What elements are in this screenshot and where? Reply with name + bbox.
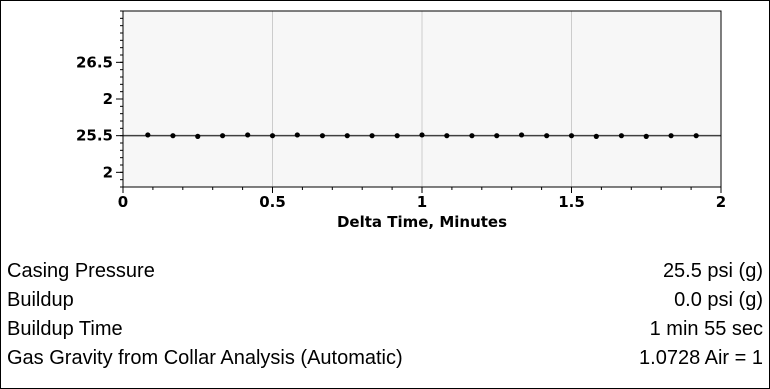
- y-tick-label-0: 26.5: [76, 53, 113, 71]
- info-row-buildup-time: Buildup Time 1 min 55 sec: [7, 315, 763, 344]
- data-point-7: [319, 133, 326, 139]
- data-point-4: [245, 132, 251, 138]
- data-point-3: [219, 133, 226, 139]
- grid-lines: [272, 11, 572, 187]
- measurement-summary: Casing Pressure 25.5 psi (g) Buildup 0.0…: [7, 257, 763, 373]
- data-point-8: [344, 133, 350, 139]
- data-point-20: [643, 133, 649, 139]
- x-tick-label-0: 0: [118, 193, 128, 211]
- x-tick-label-4: 2: [716, 193, 726, 211]
- data-point-2: [195, 133, 201, 139]
- y-tick-label-2: 25.5: [76, 127, 113, 145]
- pressure-buildup-chart: 0 0.5 1 1.5 2 26.5 2 25.5 2 Delta Time, Minutes: [76, 10, 726, 231]
- info-row-buildup: Buildup 0.0 psi (g): [7, 286, 763, 315]
- x-tick-label-2: 1: [417, 193, 427, 211]
- data-point-14: [494, 133, 500, 139]
- gas-gravity-value: 1.0728 Air = 1: [639, 347, 763, 369]
- data-point-10: [394, 133, 400, 139]
- buildup-value: 0.0 psi (g): [674, 289, 763, 311]
- y-tick-label-1: 2: [103, 90, 113, 108]
- data-point-17: [568, 133, 575, 139]
- y-tick-label-3: 2: [103, 163, 113, 181]
- data-points: [145, 132, 699, 139]
- info-row-casing-pressure: Casing Pressure 25.5 psi (g): [7, 257, 763, 286]
- data-point-1: [170, 133, 176, 139]
- buildup-time-value: 1 min 55 sec: [649, 318, 763, 340]
- data-point-6: [294, 132, 300, 138]
- data-point-16: [544, 133, 550, 139]
- data-point-21: [668, 133, 674, 139]
- data-point-12: [444, 133, 450, 139]
- y-axis: 26.5 2 25.5 2: [76, 10, 123, 188]
- data-point-22: [693, 133, 699, 139]
- x-axis-title: Delta Time, Minutes: [337, 213, 507, 231]
- data-point-15: [518, 132, 525, 138]
- data-point-18: [593, 133, 599, 139]
- x-tick-label-1: 0.5: [259, 193, 286, 211]
- data-point-9: [369, 133, 375, 139]
- data-point-19: [618, 133, 625, 139]
- data-point-5: [269, 133, 276, 139]
- data-point-0: [145, 132, 151, 138]
- buildup-time-label: Buildup Time: [7, 318, 123, 340]
- info-row-gas-gravity: Gas Gravity from Collar Analysis (Automa…: [7, 344, 763, 373]
- data-point-13: [469, 133, 475, 139]
- buildup-label: Buildup: [7, 289, 74, 311]
- casing-pressure-value: 25.5 psi (g): [662, 260, 763, 282]
- gas-gravity-label: Gas Gravity from Collar Analysis (Automa…: [7, 347, 403, 369]
- x-axis: 0 0.5 1 1.5 2: [118, 187, 726, 211]
- casing-pressure-label: Casing Pressure: [7, 260, 155, 282]
- data-point-11: [419, 132, 425, 138]
- x-tick-label-3: 1.5: [558, 193, 585, 211]
